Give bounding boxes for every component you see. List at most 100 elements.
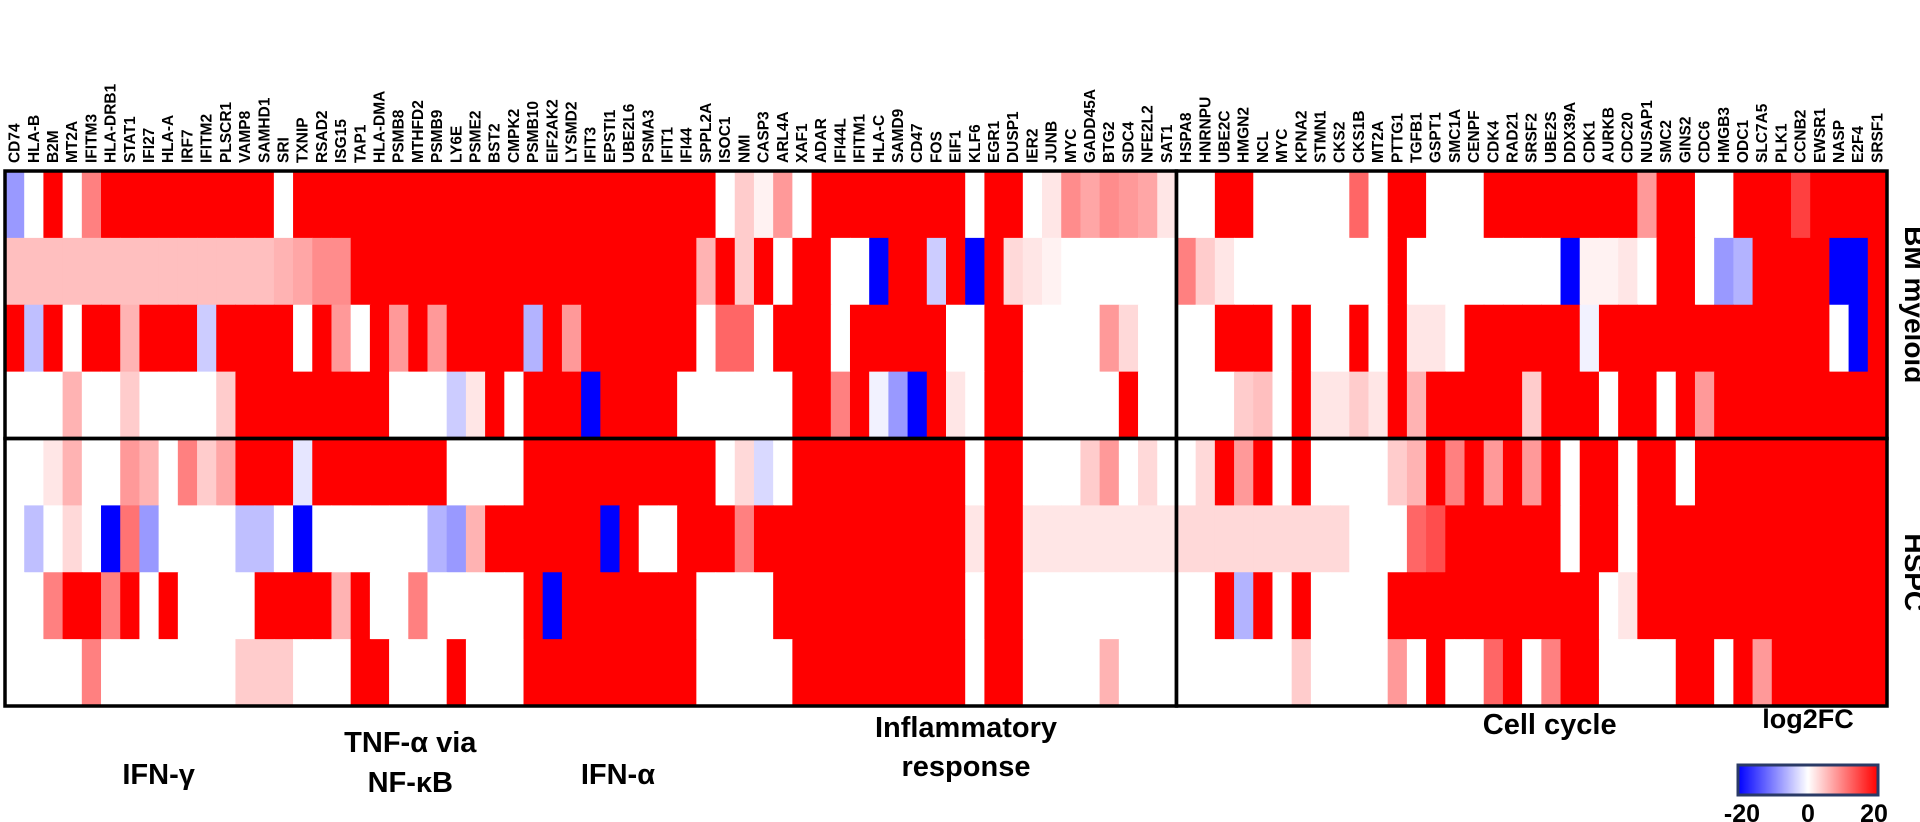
heatmap-cell xyxy=(1733,304,1754,373)
heatmap-cell xyxy=(946,371,966,440)
heatmap-cell xyxy=(24,171,44,239)
heatmap-cell xyxy=(907,304,928,373)
gene-label: ADAR xyxy=(813,118,830,163)
heatmap-cell xyxy=(369,237,390,306)
heatmap-cell xyxy=(427,171,448,239)
heatmap-cell xyxy=(177,171,198,239)
gene-label: CDC20 xyxy=(1620,112,1637,163)
heatmap-cell xyxy=(1426,438,1446,506)
gene-label: PSMB9 xyxy=(429,109,446,163)
heatmap-cell xyxy=(1234,438,1254,506)
heatmap-cell xyxy=(1234,171,1254,239)
heatmap-cell xyxy=(1714,639,1734,707)
heatmap-cell xyxy=(485,171,505,239)
gene-label: CD47 xyxy=(909,123,926,163)
heatmap-cell xyxy=(888,304,909,373)
heatmap-cell xyxy=(1733,639,1754,707)
heatmap-cell xyxy=(1195,304,1216,373)
heatmap-cell xyxy=(504,438,525,506)
heatmap-cell xyxy=(43,505,64,573)
heatmap-cell xyxy=(600,371,621,440)
gene-label: NMI xyxy=(736,135,753,163)
heatmap-cell xyxy=(177,237,198,306)
heatmap-cell xyxy=(1176,505,1197,573)
heatmap-cell xyxy=(1138,304,1158,373)
heatmap-cell xyxy=(581,371,601,440)
heatmap-cell xyxy=(638,371,659,440)
block-frames xyxy=(3,169,1889,708)
legend-tick-max: 20 xyxy=(1860,800,1888,822)
heatmap-cell xyxy=(139,639,160,707)
heatmap-cell xyxy=(81,371,102,440)
heatmap-cell xyxy=(773,639,793,707)
heatmap-cell xyxy=(965,171,985,239)
heatmap-cell xyxy=(1272,171,1293,239)
heatmap-cell xyxy=(24,371,44,440)
heatmap-cell xyxy=(389,171,409,239)
heatmap-cell xyxy=(350,639,371,707)
heatmap-cell xyxy=(1752,237,1773,306)
heatmap-cell xyxy=(1522,438,1542,506)
gene-label: CDK4 xyxy=(1485,120,1502,163)
heatmap-cell xyxy=(965,237,985,306)
heatmap-cell xyxy=(1464,304,1485,373)
heatmap-cell xyxy=(542,171,563,239)
heatmap-cell xyxy=(1099,639,1120,707)
heatmap-cell xyxy=(1003,572,1024,640)
heatmap-cell xyxy=(216,237,237,306)
gene-label: ISG15 xyxy=(333,119,350,163)
heatmap-cell xyxy=(984,639,1005,707)
heatmap-cell xyxy=(773,304,793,373)
heatmap-cell xyxy=(1502,171,1523,239)
heatmap-cell xyxy=(254,304,275,373)
heatmap-cell xyxy=(811,171,832,239)
heatmap-cell xyxy=(830,572,851,640)
heatmap-cell xyxy=(907,505,928,573)
pathway-label: NF-κB xyxy=(368,767,453,799)
heatmap-cell xyxy=(1426,505,1446,573)
heatmap-cell xyxy=(753,171,774,239)
heatmap-cell xyxy=(561,505,582,573)
heatmap-cell xyxy=(734,304,755,373)
gene-label: B2M xyxy=(45,130,62,163)
heatmap-cell xyxy=(1618,371,1638,440)
gene-label: GINS2 xyxy=(1677,116,1694,163)
heatmap-cell xyxy=(1445,304,1466,373)
heatmap-cell xyxy=(849,237,870,306)
heatmap-cell xyxy=(1291,304,1312,373)
heatmap-cell xyxy=(504,371,525,440)
heatmap-cell xyxy=(830,237,851,306)
gene-label: STMN1 xyxy=(1312,110,1329,163)
legend-tick-min: -20 xyxy=(1724,800,1760,822)
heatmap-cell xyxy=(1118,371,1139,440)
heatmap-cell xyxy=(1848,371,1869,440)
heatmap-cell xyxy=(677,505,697,573)
heatmap-cell xyxy=(715,572,736,640)
heatmap-cell xyxy=(1042,237,1062,306)
heatmap-cell xyxy=(600,639,621,707)
heatmap-cell xyxy=(1310,639,1331,707)
gene-label: CASP3 xyxy=(756,111,773,163)
heatmap-cell xyxy=(965,572,985,640)
heatmap-cell xyxy=(638,304,659,373)
heatmap-cell xyxy=(1214,371,1235,440)
heatmap-cell xyxy=(542,237,563,306)
heatmap-cell xyxy=(5,505,25,573)
heatmap-cell xyxy=(1138,237,1158,306)
heatmap-cell xyxy=(216,505,237,573)
heatmap-cell xyxy=(1330,438,1350,506)
heatmap-cell xyxy=(1752,304,1773,373)
heatmap-cell xyxy=(1560,438,1581,506)
heatmap-cell xyxy=(5,237,25,306)
heatmap-cell xyxy=(1541,304,1562,373)
heatmap-cell xyxy=(24,639,44,707)
heatmap-cell xyxy=(753,639,774,707)
heatmap-cell xyxy=(581,505,601,573)
heatmap-cell xyxy=(926,639,947,707)
heatmap-cell xyxy=(1656,171,1677,239)
heatmap-cell xyxy=(1637,639,1658,707)
heatmap-cell xyxy=(197,639,217,707)
heatmap-cell xyxy=(696,639,717,707)
heatmap-cell xyxy=(1099,505,1120,573)
heatmap-cell xyxy=(1330,572,1350,640)
